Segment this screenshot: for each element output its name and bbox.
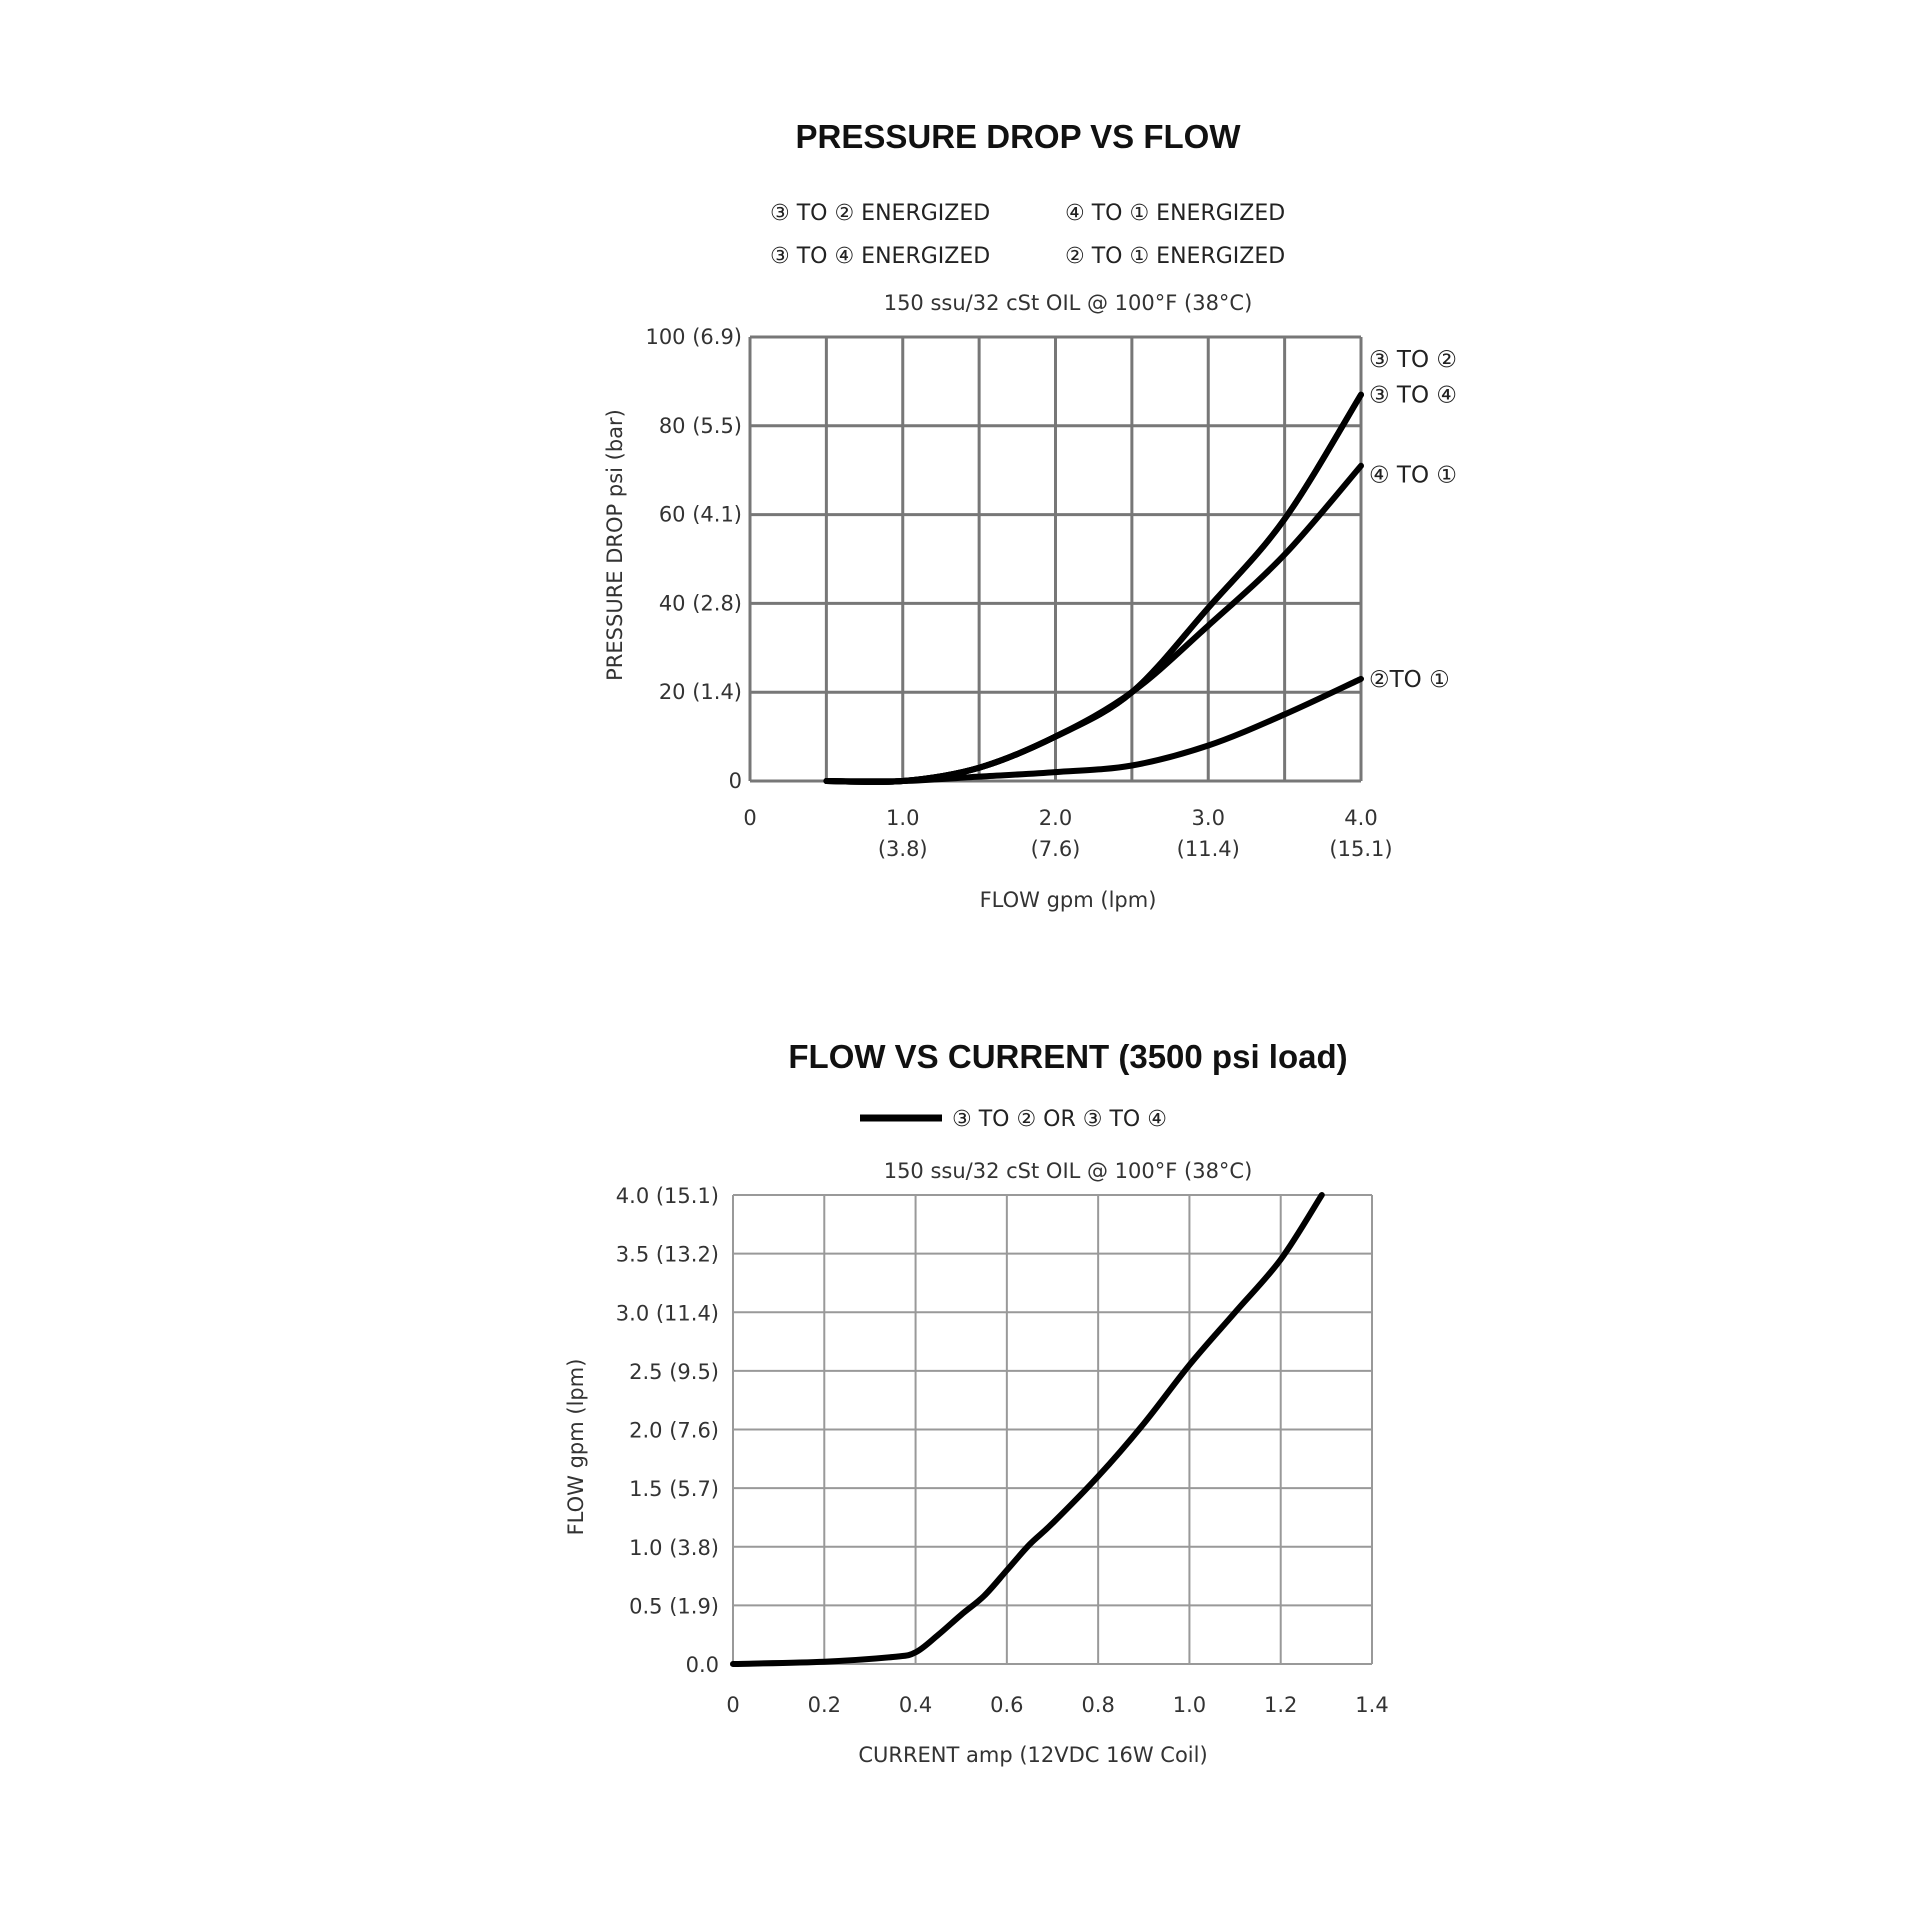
x-tick-label: 0.2 bbox=[808, 1693, 841, 1717]
x-tick-label: 1.0 bbox=[1173, 1693, 1206, 1717]
y-tick-labels: 0.0 0.5 (1.9) 1.0 (3.8) 1.5 (5.7) 2.0 (7.6) 2… bbox=[616, 1184, 719, 1677]
x-tick-label: (3.8) bbox=[878, 837, 928, 861]
legend-item: ③ TO ② OR ③ TO ④ bbox=[952, 1107, 1167, 1132]
legend-item: ④ TO ① ENERGIZED bbox=[1065, 201, 1285, 226]
y-axis-label: PRESSURE DROP psi (bar) bbox=[603, 409, 627, 681]
y-tick-label: 80 (5.5) bbox=[659, 414, 742, 438]
x-axis-label: FLOW gpm (lpm) bbox=[980, 888, 1157, 912]
x-tick-label: 0 bbox=[726, 1693, 739, 1717]
y-tick-label: 4.0 (15.1) bbox=[616, 1184, 719, 1208]
series-line bbox=[823, 391, 1364, 785]
x-tick-label: 1.2 bbox=[1264, 1693, 1297, 1717]
y-tick-label: 3.5 (13.2) bbox=[616, 1243, 719, 1267]
y-tick-label: 100 (6.9) bbox=[645, 325, 742, 349]
y-tick-label: 0 bbox=[729, 769, 742, 793]
legend-item: ③ TO ④ ENERGIZED bbox=[770, 244, 990, 269]
y-axis-label: FLOW gpm (lpm) bbox=[564, 1359, 588, 1536]
x-tick-label: (15.1) bbox=[1329, 837, 1392, 861]
x-tick-label: 0.6 bbox=[990, 1693, 1023, 1717]
x-tick-label: 1.4 bbox=[1355, 1693, 1388, 1717]
series-line bbox=[823, 675, 1364, 785]
x-tick-label: 1.0 bbox=[886, 806, 919, 830]
x-tick-labels: 0 0.2 0.4 0.6 0.8 1.0 1.2 1.4 bbox=[726, 1693, 1388, 1717]
legend-item: ③ TO ② ENERGIZED bbox=[770, 201, 990, 226]
chart-title: FLOW VS CURRENT (3500 psi load) bbox=[788, 1038, 1347, 1075]
x-tick-label: 4.0 bbox=[1344, 806, 1377, 830]
pressure-drop-chart: PRESSURE DROP VS FLOW ③ TO ② ENERGIZED ④… bbox=[603, 118, 1457, 912]
x-tick-label: 0.8 bbox=[1081, 1693, 1114, 1717]
x-tick-label: 2.0 bbox=[1039, 806, 1072, 830]
grid bbox=[748, 335, 1363, 783]
x-tick-label: 0.4 bbox=[899, 1693, 932, 1717]
legend: ③ TO ② ENERGIZED ④ TO ① ENERGIZED ③ TO ④… bbox=[770, 201, 1285, 269]
oil-note: 150 ssu/32 cSt OIL @ 100°F (38°C) bbox=[884, 291, 1253, 315]
x-tick-labels: 0 1.0 (3.8) 2.0 (7.6) 3.0 (11.4) 4.0 (15.1) bbox=[743, 806, 1392, 861]
y-tick-label: 1.0 (3.8) bbox=[629, 1536, 719, 1560]
chart-title: PRESSURE DROP VS FLOW bbox=[796, 118, 1242, 155]
y-tick-label: 40 (2.8) bbox=[659, 591, 742, 615]
x-tick-label: 3.0 bbox=[1192, 806, 1225, 830]
oil-note: 150 ssu/32 cSt OIL @ 100°F (38°C) bbox=[884, 1159, 1253, 1183]
y-tick-label: 0.0 bbox=[686, 1653, 719, 1677]
series-lines bbox=[730, 1192, 1325, 1667]
y-tick-label: 0.5 (1.9) bbox=[629, 1594, 719, 1618]
curve-end-label: ③ TO ④ bbox=[1369, 383, 1457, 409]
series-line bbox=[730, 1192, 1325, 1667]
curve-end-label: ③ TO ② bbox=[1369, 347, 1457, 373]
y-tick-label: 1.5 (5.7) bbox=[629, 1477, 719, 1501]
x-tick-label: (11.4) bbox=[1177, 837, 1240, 861]
flow-current-chart: FLOW VS CURRENT (3500 psi load) ③ TO ② O… bbox=[564, 1038, 1389, 1767]
grid bbox=[732, 1194, 1373, 1665]
x-tick-label: 0 bbox=[743, 806, 756, 830]
y-tick-label: 2.0 (7.6) bbox=[629, 1419, 719, 1443]
curve-end-label: ④ TO ① bbox=[1369, 463, 1457, 489]
legend-item: ② TO ① ENERGIZED bbox=[1065, 244, 1285, 269]
y-tick-label: 3.0 (11.4) bbox=[616, 1301, 719, 1325]
y-tick-label: 20 (1.4) bbox=[659, 680, 742, 704]
series-lines bbox=[823, 391, 1364, 785]
x-axis-label: CURRENT amp (12VDC 16W Coil) bbox=[858, 1743, 1207, 1767]
series-line bbox=[823, 391, 1364, 785]
legend: ③ TO ② OR ③ TO ④ bbox=[860, 1107, 1167, 1132]
curve-end-label: ②TO ① bbox=[1369, 667, 1450, 693]
y-tick-labels: 0 20 (1.4) 40 (2.8) 60 (4.1) 80 (5.5) 100 (6.… bbox=[645, 325, 742, 793]
curve-end-labels: ③ TO ② ③ TO ④ ④ TO ① ②TO ① bbox=[1369, 347, 1457, 693]
x-tick-label: (7.6) bbox=[1031, 837, 1081, 861]
y-tick-label: 2.5 (9.5) bbox=[629, 1360, 719, 1384]
y-tick-label: 60 (4.1) bbox=[659, 503, 742, 527]
